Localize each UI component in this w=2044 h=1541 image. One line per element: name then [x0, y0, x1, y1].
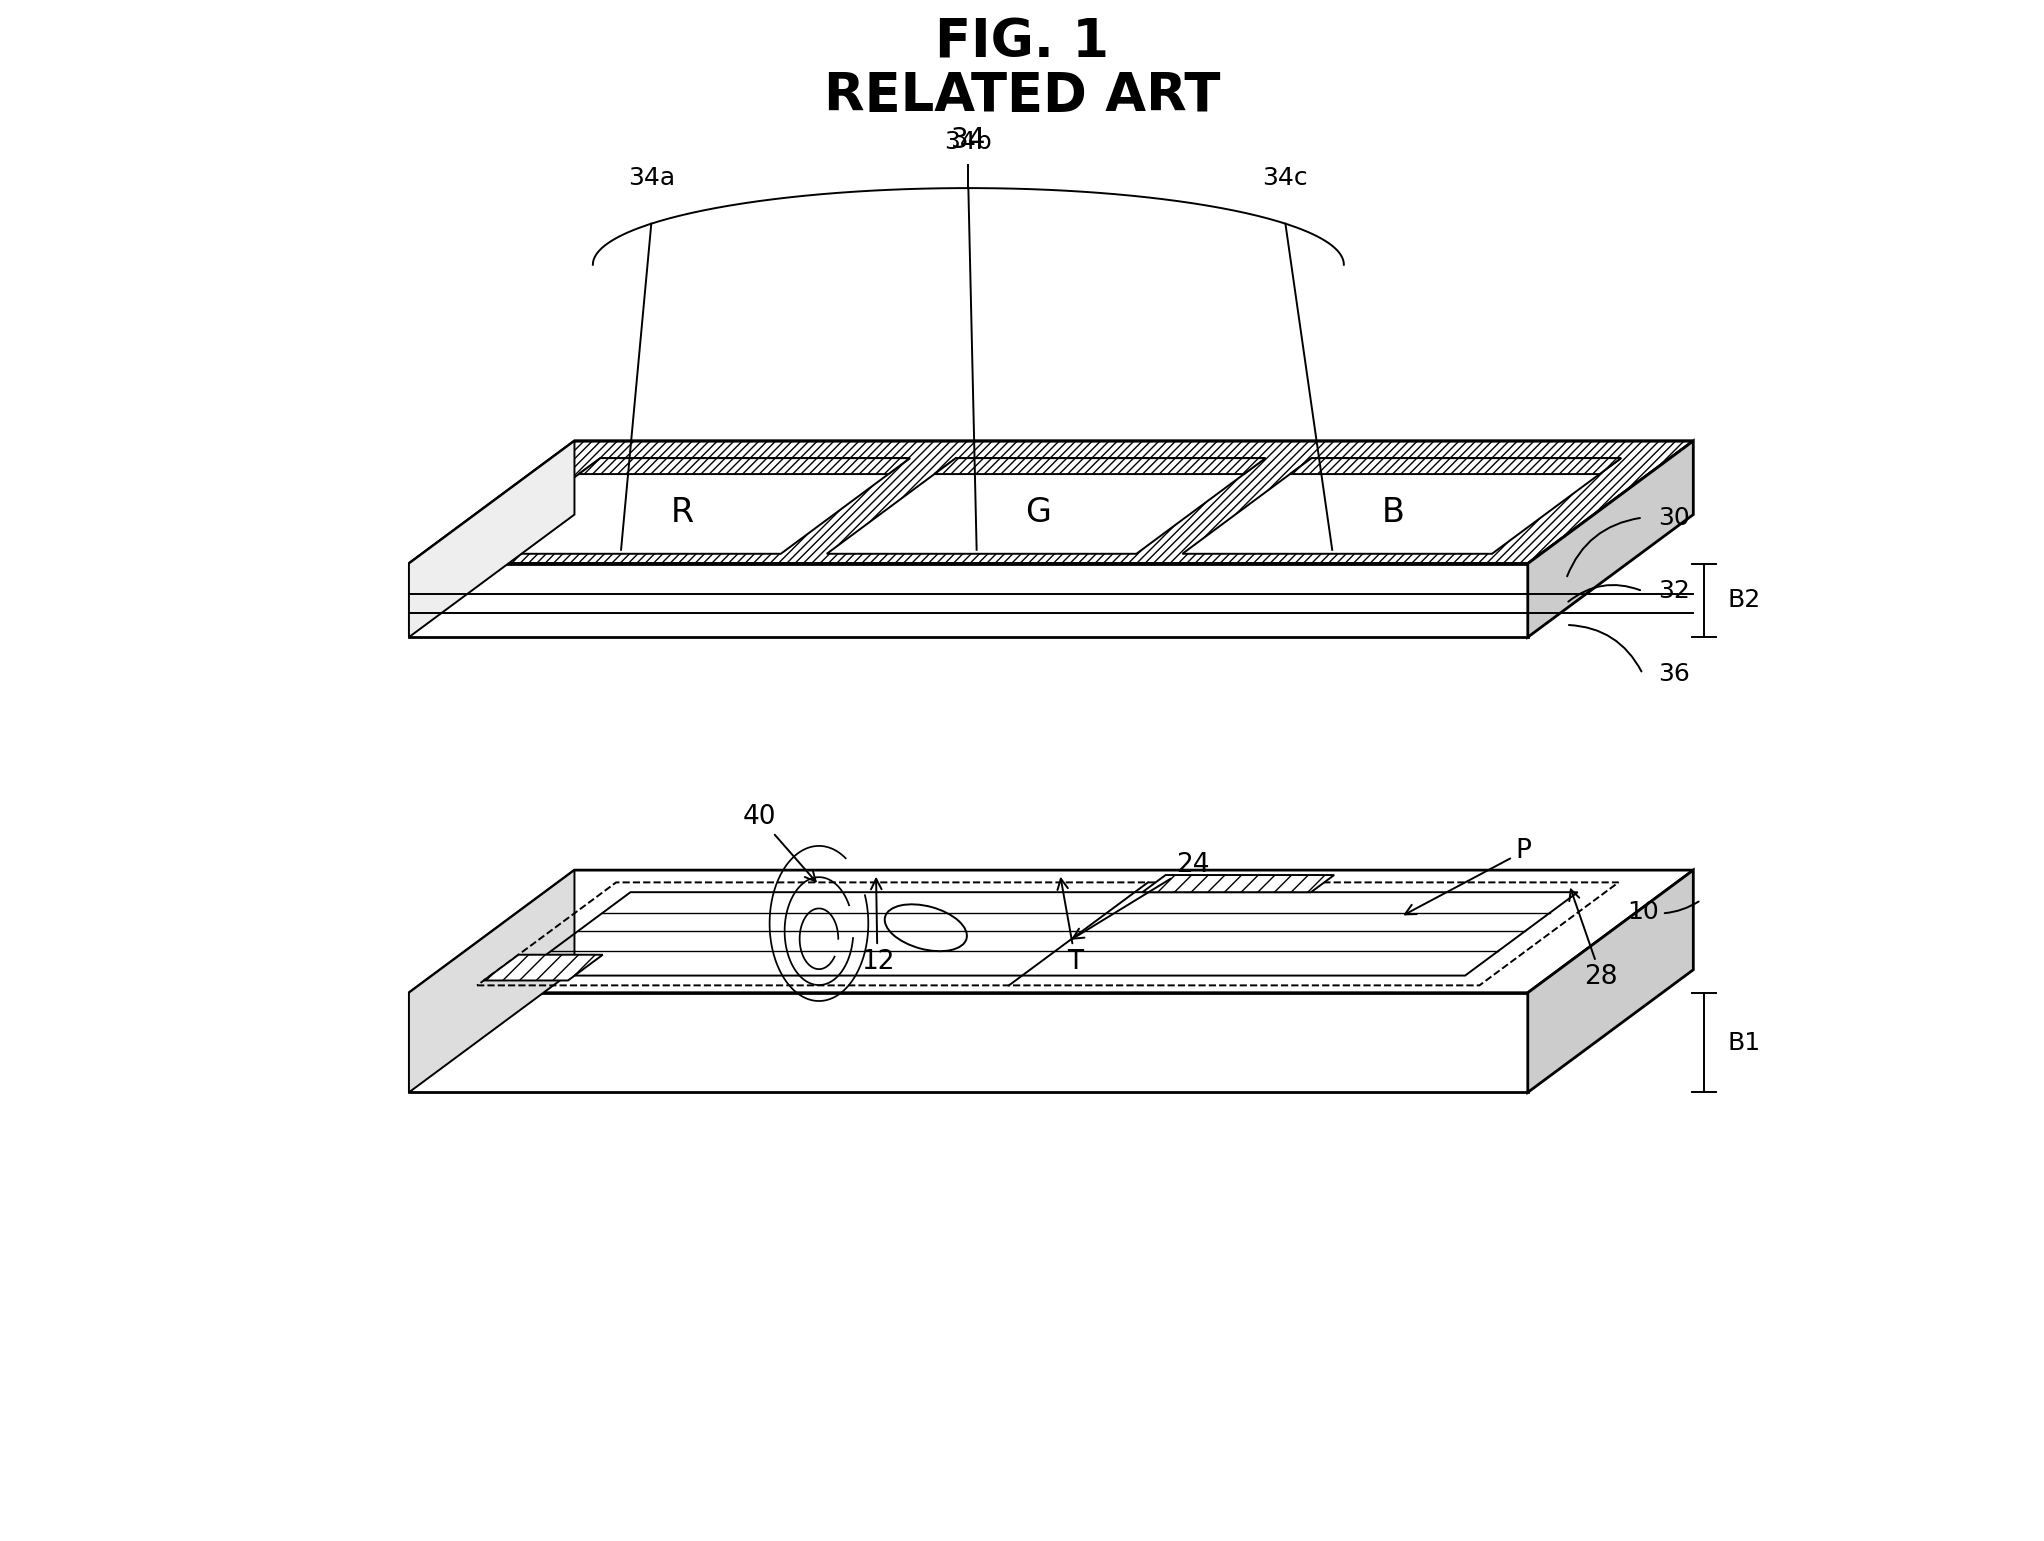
Text: 12: 12 [861, 878, 893, 975]
Text: 10: 10 [1627, 900, 1699, 925]
Text: 34: 34 [950, 126, 985, 154]
Polygon shape [484, 955, 603, 980]
Polygon shape [409, 441, 574, 636]
Polygon shape [409, 871, 574, 1093]
Text: P: P [1404, 838, 1531, 914]
Polygon shape [1143, 875, 1335, 892]
Polygon shape [1290, 458, 1621, 475]
Text: 32: 32 [1658, 579, 1690, 603]
Text: G: G [1024, 496, 1051, 529]
Text: T: T [1057, 878, 1083, 975]
Polygon shape [409, 871, 1692, 992]
Polygon shape [409, 992, 1527, 1093]
Text: B: B [1382, 496, 1404, 529]
Polygon shape [934, 458, 1265, 475]
Text: R: R [670, 496, 693, 529]
Text: B1: B1 [1727, 1031, 1760, 1054]
Text: 40: 40 [742, 804, 816, 881]
Text: B2: B2 [1727, 589, 1760, 612]
Text: 34b: 34b [944, 131, 991, 154]
Text: 36: 36 [1658, 663, 1690, 686]
Text: FIG. 1: FIG. 1 [934, 17, 1110, 68]
Text: 24: 24 [1073, 852, 1210, 938]
Polygon shape [1181, 458, 1621, 553]
Text: 34c: 34c [1263, 166, 1308, 190]
Text: 30: 30 [1658, 505, 1690, 530]
Polygon shape [409, 564, 1527, 636]
Text: RELATED ART: RELATED ART [824, 71, 1220, 122]
Polygon shape [1527, 871, 1692, 1093]
Text: 34a: 34a [628, 166, 675, 190]
Polygon shape [472, 458, 910, 553]
Polygon shape [578, 458, 910, 475]
Polygon shape [828, 458, 1265, 553]
Polygon shape [1527, 441, 1692, 636]
Polygon shape [409, 441, 1692, 564]
Text: 28: 28 [1570, 889, 1619, 991]
